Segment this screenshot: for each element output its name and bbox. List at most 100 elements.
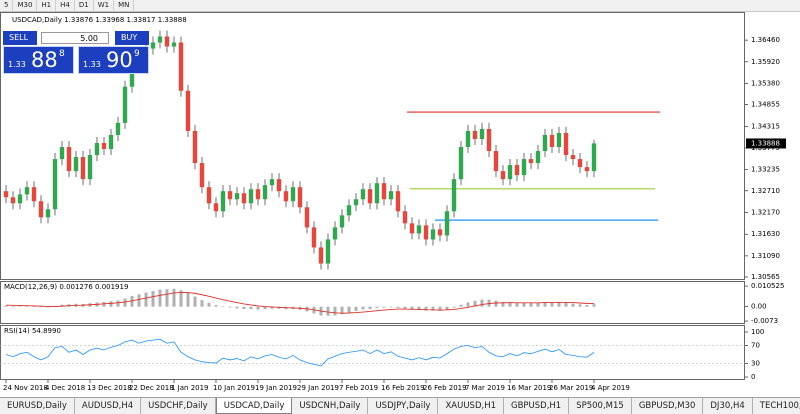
- macd-bar: [144, 292, 148, 307]
- ask-quote[interactable]: 1.33 90 9: [78, 46, 149, 74]
- macd-bar: [466, 302, 470, 307]
- macd-bar: [354, 306, 358, 312]
- chart-tab[interactable]: USDCAD,Daily: [215, 398, 293, 414]
- macd-bar: [592, 304, 596, 307]
- candle-body: [472, 130, 478, 139]
- candle-body: [570, 155, 576, 160]
- indicator-title: MACD(12,26,9) 0.001276 0.001919: [4, 283, 128, 291]
- candle-body: [276, 179, 282, 192]
- x-tick-label: 4 Dec 2018: [45, 384, 85, 392]
- y-tick-label: 1.33235: [751, 166, 780, 174]
- sell-button[interactable]: SELL: [3, 31, 37, 45]
- macd-bar: [571, 303, 575, 307]
- candle-body: [563, 132, 569, 156]
- chart-tab[interactable]: USDCNH,Daily: [292, 398, 369, 414]
- y-tick-label: 0.010525: [751, 282, 784, 290]
- candle-body: [507, 165, 513, 180]
- chart-tab[interactable]: GBPUSD,M30: [632, 398, 704, 414]
- chart-tab[interactable]: DJ30,H4: [703, 398, 753, 414]
- timeframe-toolbar: 5 M30 H1 H4 D1 W1 MN: [0, 0, 800, 12]
- candle-body: [185, 90, 191, 131]
- chart-tab[interactable]: EURUSD,Daily: [0, 398, 75, 414]
- candle-body: [479, 128, 485, 139]
- macd-bar: [39, 306, 43, 308]
- macd-bar: [480, 299, 484, 307]
- macd-bar: [522, 302, 526, 307]
- macd-bar: [501, 302, 505, 307]
- macd-bar: [473, 300, 477, 307]
- candle-body: [423, 225, 429, 240]
- macd-bar: [123, 298, 127, 307]
- candle-body: [66, 147, 72, 172]
- macd-bar: [249, 306, 253, 310]
- x-tick-label: 4 Apr 2019: [591, 384, 630, 392]
- volume-input[interactable]: 5.00: [41, 32, 109, 44]
- candle-body: [178, 42, 184, 91]
- macd-bar: [270, 306, 274, 309]
- candle-body: [332, 227, 338, 240]
- y-tick-label: 30: [751, 360, 760, 368]
- candle-body: [262, 185, 268, 200]
- macd-bar: [508, 302, 512, 307]
- candle-body: [318, 247, 324, 264]
- candle-body: [297, 187, 303, 208]
- chart-tab[interactable]: USDCHF,Daily: [141, 398, 216, 414]
- macd-bar: [4, 305, 8, 307]
- candle-body: [87, 155, 93, 180]
- candle-body: [416, 225, 422, 234]
- timeframe-button[interactable]: D1: [75, 0, 94, 11]
- macd-bar: [410, 306, 414, 310]
- buy-button[interactable]: BUY: [115, 31, 149, 45]
- indicator-title: RSI(14) 54.8990: [4, 327, 61, 335]
- macd-bar: [179, 290, 183, 307]
- timeframe-button[interactable]: W1: [94, 0, 115, 11]
- macd-bar: [396, 306, 400, 308]
- candle-body: [577, 159, 583, 168]
- y-tick-label: 1.35920: [751, 58, 780, 66]
- timeframe-button[interactable]: M30: [13, 0, 38, 11]
- macd-bar: [137, 294, 141, 307]
- chart-tab[interactable]: SP500,M15: [569, 398, 632, 414]
- chart-tab[interactable]: USDJPY,Daily: [368, 398, 439, 414]
- y-tick-label: 1.31090: [751, 252, 780, 260]
- bid-quote[interactable]: 1.33 88 8: [3, 46, 74, 74]
- candle-body: [584, 167, 590, 172]
- macd-bar: [32, 306, 36, 308]
- candle-body: [269, 179, 275, 186]
- y-tick-label: 1.32710: [751, 187, 780, 195]
- timeframe-button[interactable]: H4: [56, 0, 75, 11]
- timeframe-button[interactable]: 5: [0, 0, 14, 11]
- candle-body: [108, 134, 114, 150]
- macd-bar: [214, 305, 218, 307]
- y-tick-label: 1.30565: [751, 273, 780, 281]
- macd-bar: [256, 306, 260, 310]
- candle-body: [192, 130, 198, 164]
- timeframe-button[interactable]: H1: [37, 0, 57, 11]
- x-tick-label: 24 Nov 2018: [3, 384, 48, 392]
- chart-tab[interactable]: TECH100,H1: [753, 398, 800, 414]
- macd-signal-line: [5, 291, 595, 314]
- candle-body: [451, 179, 457, 212]
- chart-tab[interactable]: GBPUSD,H1: [504, 398, 570, 414]
- macd-bar: [326, 306, 330, 316]
- macd-bar: [102, 302, 106, 307]
- chart-tab[interactable]: AUDUSD,H4: [75, 398, 142, 414]
- y-tick-label: 1.31630: [751, 230, 780, 238]
- candle-body: [80, 157, 86, 180]
- y-tick-label: -0.0073: [751, 317, 778, 325]
- macd-bar: [130, 295, 134, 307]
- x-tick-label: 1 Jan 2019: [171, 384, 209, 392]
- x-tick-label: 19 Jan 2019: [255, 384, 297, 392]
- x-tick-label: 22 Dec 2018: [129, 384, 174, 392]
- candle-body: [290, 187, 296, 202]
- macd-bar: [242, 306, 246, 310]
- chart-tab[interactable]: XAUUSD,H1: [438, 398, 504, 414]
- macd-bar: [25, 306, 29, 307]
- macd-bar: [172, 288, 176, 307]
- candle-body: [248, 189, 254, 204]
- macd-bar: [109, 301, 113, 307]
- macd-bar: [431, 306, 435, 311]
- timeframe-button[interactable]: MN: [114, 0, 135, 11]
- candle-body: [549, 134, 555, 148]
